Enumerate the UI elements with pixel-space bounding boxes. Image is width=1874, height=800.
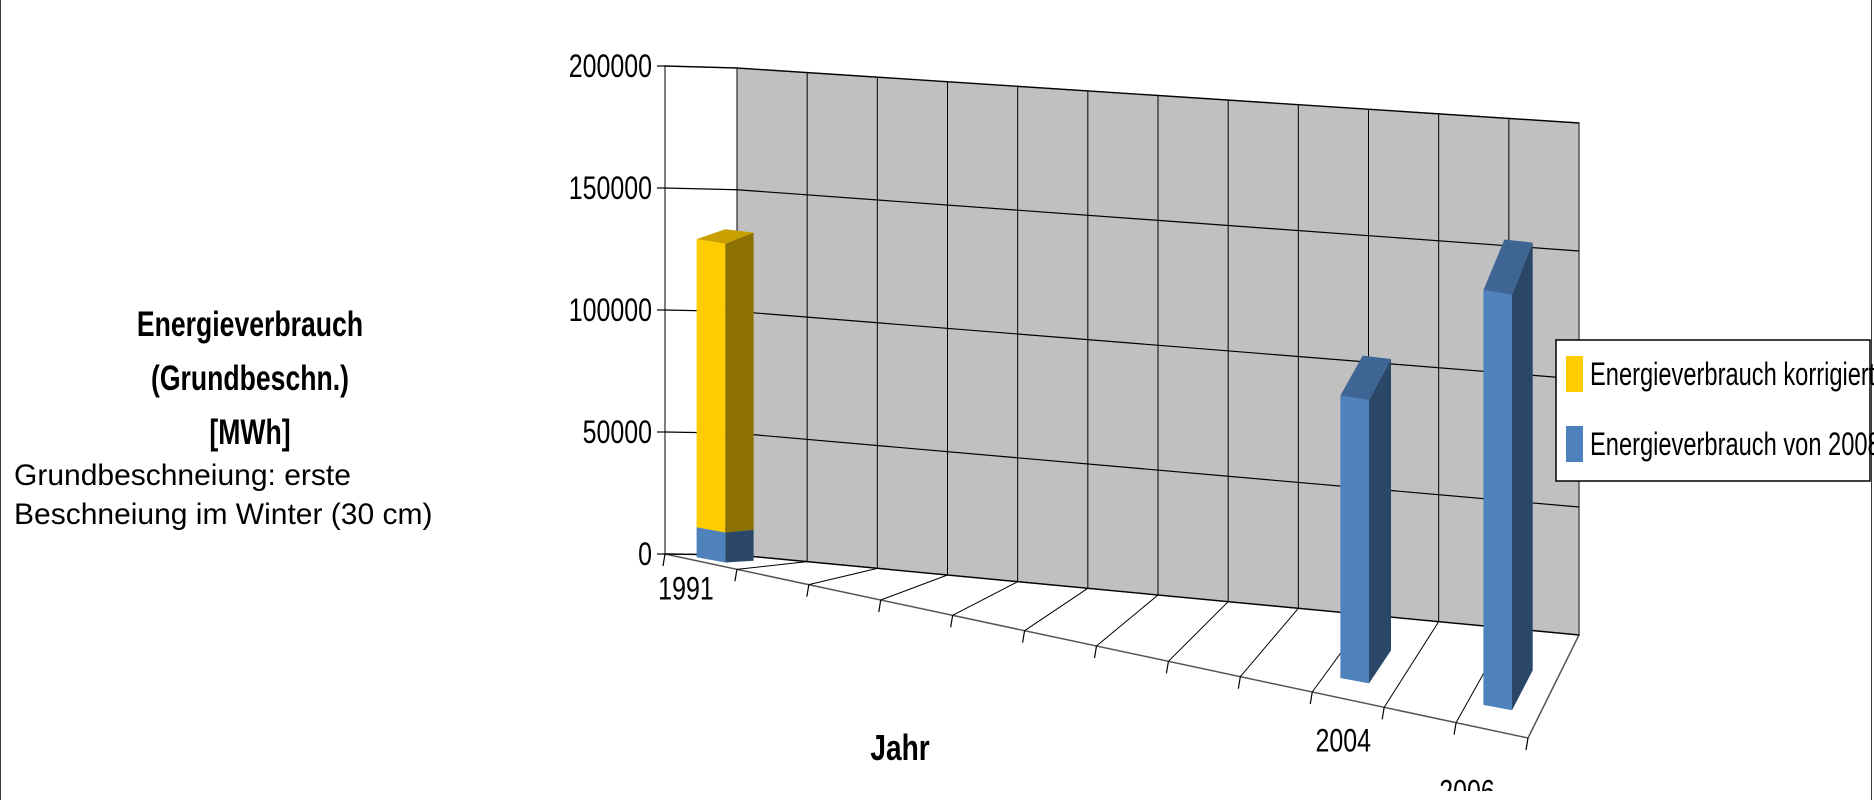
legend-swatch [1566,426,1583,462]
y-axis-title-line1: Energieverbrauch [136,305,364,344]
bar-2006-s0-front [1483,290,1512,711]
x-tick-mark [806,584,810,597]
y-tick-label: 200000 [569,49,652,85]
x-axis-title: Jahr [870,728,930,768]
y-axis-ticks: 0 50000 100000 150000 200000 [569,49,665,573]
chart-walls [664,65,1581,739]
bar-2004-s0-front [1340,395,1369,684]
y-tick-label: 100000 [569,293,652,329]
chart-bars [696,229,1533,711]
floor-divider [1383,621,1440,708]
y-tick-label: 150000 [569,171,652,207]
x-axis-labels: 1991 2004 2006 [658,572,1495,791]
floor-divider [1239,608,1299,677]
floor-divider [952,581,1018,616]
bar-2006-s0-top [1483,239,1533,295]
legend-label: Energieverbrauch korrigiert [1590,357,1874,392]
x-category-label: 2004 [1315,724,1371,760]
bar-1991-s0-side [725,529,754,563]
chart-gridlines [664,65,1580,723]
x-category-label: 1991 [658,572,714,608]
y-axis-title-line2: (Grundbeschn.) [MWh] [150,359,350,452]
floor-divider [1096,594,1159,647]
bar-2004-s0-top [1340,355,1391,401]
x-axis-ticks [662,553,1529,751]
x-category-label: 2006 [1439,774,1495,791]
x-tick-mark [1309,691,1313,705]
floor-divider [808,567,878,586]
legend-label: Energieverbrauch von 2008 [1590,427,1874,462]
bar-1991-s1-top [696,229,754,244]
x-tick-mark [662,553,666,567]
bar-2004-s0-side [1369,359,1391,684]
x-tick-mark [1453,722,1457,735]
y-axis-title: Energieverbrauch (Grundbeschn.) [MWh] [132,298,368,460]
bar-1991-s1-side [725,232,754,533]
x-tick-mark [950,615,954,628]
x-tick-mark [734,569,738,582]
x-tick-mark [1525,737,1529,751]
bar-2006-s0-side [1512,242,1533,711]
x-tick-mark [1021,630,1026,643]
y-tick-label: 50000 [583,415,652,451]
legend-box [1555,339,1871,482]
bar-1991-s0-front [696,527,726,563]
x-tick-mark [1381,707,1385,720]
floor-divider [736,561,808,570]
x-tick-mark [878,599,882,613]
legend-swatch [1566,356,1583,392]
x-tick-mark [1237,676,1241,689]
snowmaking-note: Grundbeschneiung: erste Beschneiung im W… [14,456,574,534]
chart-legend: Energieverbrauch korrigiert Energieverbra… [1555,339,1874,482]
floor-divider [1168,601,1229,662]
bar-1991-s1-front [696,239,726,533]
x-tick-mark [1093,645,1098,659]
floor-divider [1024,587,1089,632]
y-tick-label: 0 [638,537,652,573]
floor-divider [880,574,948,601]
note-line2: Beschneiung im Winter (30 cm) [14,498,433,531]
x-tick-mark [1165,661,1170,674]
side-gridline [664,187,738,191]
note-line1: Grundbeschneiung: erste [14,459,351,492]
side-gridline [664,65,738,69]
